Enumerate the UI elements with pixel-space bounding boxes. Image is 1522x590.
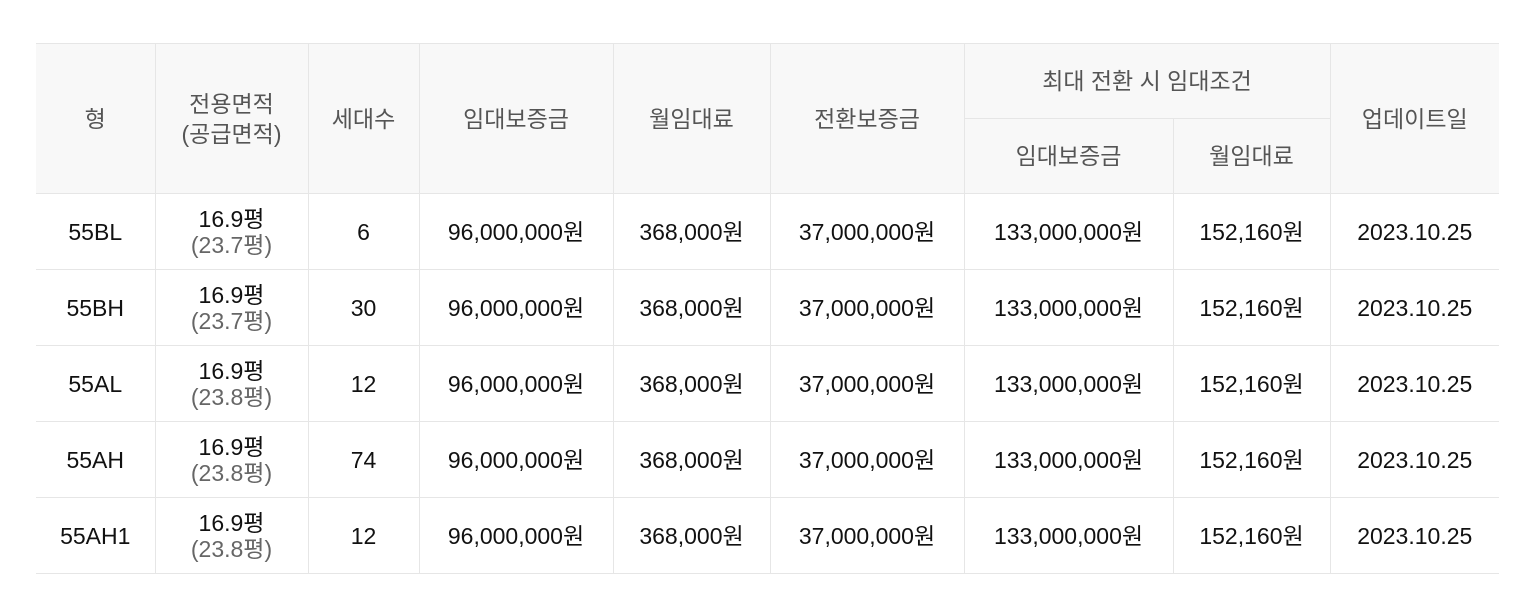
- cell-type: 55AH1: [36, 497, 156, 574]
- cell-conv-deposit: 37,000,000원: [769, 421, 965, 498]
- header-conv-deposit: 전환보증금: [769, 43, 965, 194]
- cell-households: 12: [307, 497, 420, 574]
- cell-area: 16.9평 (23.8평): [154, 497, 309, 574]
- cell-max-rent: 152,160원: [1172, 193, 1331, 270]
- supply-area-value: (23.8평): [190, 383, 273, 410]
- cell-area: 16.9평 (23.8평): [154, 421, 309, 498]
- table-row: 55BH 16.9평 (23.7평) 30 96,000,000원 368,000원 37,…: [36, 269, 1499, 346]
- cell-rent: 368,000원: [612, 345, 771, 422]
- cell-deposit: 96,000,000원: [418, 497, 614, 574]
- cell-conv-deposit: 37,000,000원: [769, 193, 965, 270]
- header-rent: 월임대료: [612, 43, 771, 194]
- cell-updated: 2023.10.25: [1329, 269, 1499, 346]
- cell-rent: 368,000원: [612, 497, 771, 574]
- cell-max-rent: 152,160원: [1172, 269, 1331, 346]
- area-value: 16.9평: [198, 357, 265, 384]
- cell-households: 74: [307, 421, 420, 498]
- cell-rent: 368,000원: [612, 269, 771, 346]
- cell-max-deposit: 133,000,000원: [963, 269, 1174, 346]
- cell-households: 6: [307, 193, 420, 270]
- header-area-label: 전용면적: [189, 90, 274, 117]
- cell-rent: 368,000원: [612, 421, 771, 498]
- cell-area: 16.9평 (23.8평): [154, 345, 309, 422]
- cell-conv-deposit: 37,000,000원: [769, 497, 965, 574]
- rental-conditions-table: 형 전용면적 (공급면적) 세대수 임대보증금 월임대료 전환보증금 최대 전환 …: [36, 43, 1499, 574]
- cell-max-rent: 152,160원: [1172, 421, 1331, 498]
- supply-area-value: (23.7평): [190, 231, 273, 258]
- cell-type: 55AL: [36, 345, 156, 422]
- supply-area-value: (23.7평): [190, 307, 273, 334]
- cell-conv-deposit: 37,000,000원: [769, 269, 965, 346]
- cell-area: 16.9평 (23.7평): [154, 193, 309, 270]
- header-updated: 업데이트일: [1329, 43, 1499, 194]
- header-supply-area-label: (공급면적): [181, 120, 282, 147]
- header-max-deposit: 임대보증금: [964, 118, 1174, 194]
- cell-max-rent: 152,160원: [1172, 345, 1331, 422]
- area-value: 16.9평: [198, 433, 265, 460]
- cell-max-deposit: 133,000,000원: [963, 497, 1174, 574]
- header-deposit: 임대보증금: [418, 43, 614, 194]
- cell-deposit: 96,000,000원: [418, 269, 614, 346]
- cell-updated: 2023.10.25: [1329, 345, 1499, 422]
- cell-deposit: 96,000,000원: [418, 421, 614, 498]
- table-row: 55AL 16.9평 (23.8평) 12 96,000,000원 368,000원 37,…: [36, 345, 1499, 422]
- cell-updated: 2023.10.25: [1329, 497, 1499, 574]
- cell-updated: 2023.10.25: [1329, 193, 1499, 270]
- cell-deposit: 96,000,000원: [418, 193, 614, 270]
- cell-updated: 2023.10.25: [1329, 421, 1499, 498]
- header-area: 전용면적 (공급면적): [154, 43, 309, 194]
- area-value: 16.9평: [198, 509, 265, 536]
- supply-area-value: (23.8평): [190, 535, 273, 562]
- cell-rent: 368,000원: [612, 193, 771, 270]
- cell-max-deposit: 133,000,000원: [963, 345, 1174, 422]
- table-row: 55BL 16.9평 (23.7평) 6 96,000,000원 368,000원 37,0…: [36, 193, 1499, 270]
- cell-max-deposit: 133,000,000원: [963, 193, 1174, 270]
- header-households: 세대수: [307, 43, 420, 194]
- cell-max-deposit: 133,000,000원: [963, 421, 1174, 498]
- header-max-conversion: 최대 전환 시 임대조건: [963, 43, 1331, 119]
- cell-type: 55BH: [36, 269, 156, 346]
- header-max-rent: 월임대료: [1172, 118, 1330, 194]
- cell-type: 55BL: [36, 193, 156, 270]
- supply-area-value: (23.8평): [190, 459, 273, 486]
- cell-households: 12: [307, 345, 420, 422]
- table-row: 55AH1 16.9평 (23.8평) 12 96,000,000원 368,000원 37…: [36, 497, 1499, 574]
- header-type: 형: [36, 43, 156, 194]
- cell-area: 16.9평 (23.7평): [154, 269, 309, 346]
- table-row: 55AH 16.9평 (23.8평) 74 96,000,000원 368,000원 37,…: [36, 421, 1499, 498]
- cell-households: 30: [307, 269, 420, 346]
- cell-deposit: 96,000,000원: [418, 345, 614, 422]
- area-value: 16.9평: [198, 205, 265, 232]
- area-value: 16.9평: [198, 281, 265, 308]
- cell-conv-deposit: 37,000,000원: [769, 345, 965, 422]
- cell-max-rent: 152,160원: [1172, 497, 1331, 574]
- cell-type: 55AH: [36, 421, 156, 498]
